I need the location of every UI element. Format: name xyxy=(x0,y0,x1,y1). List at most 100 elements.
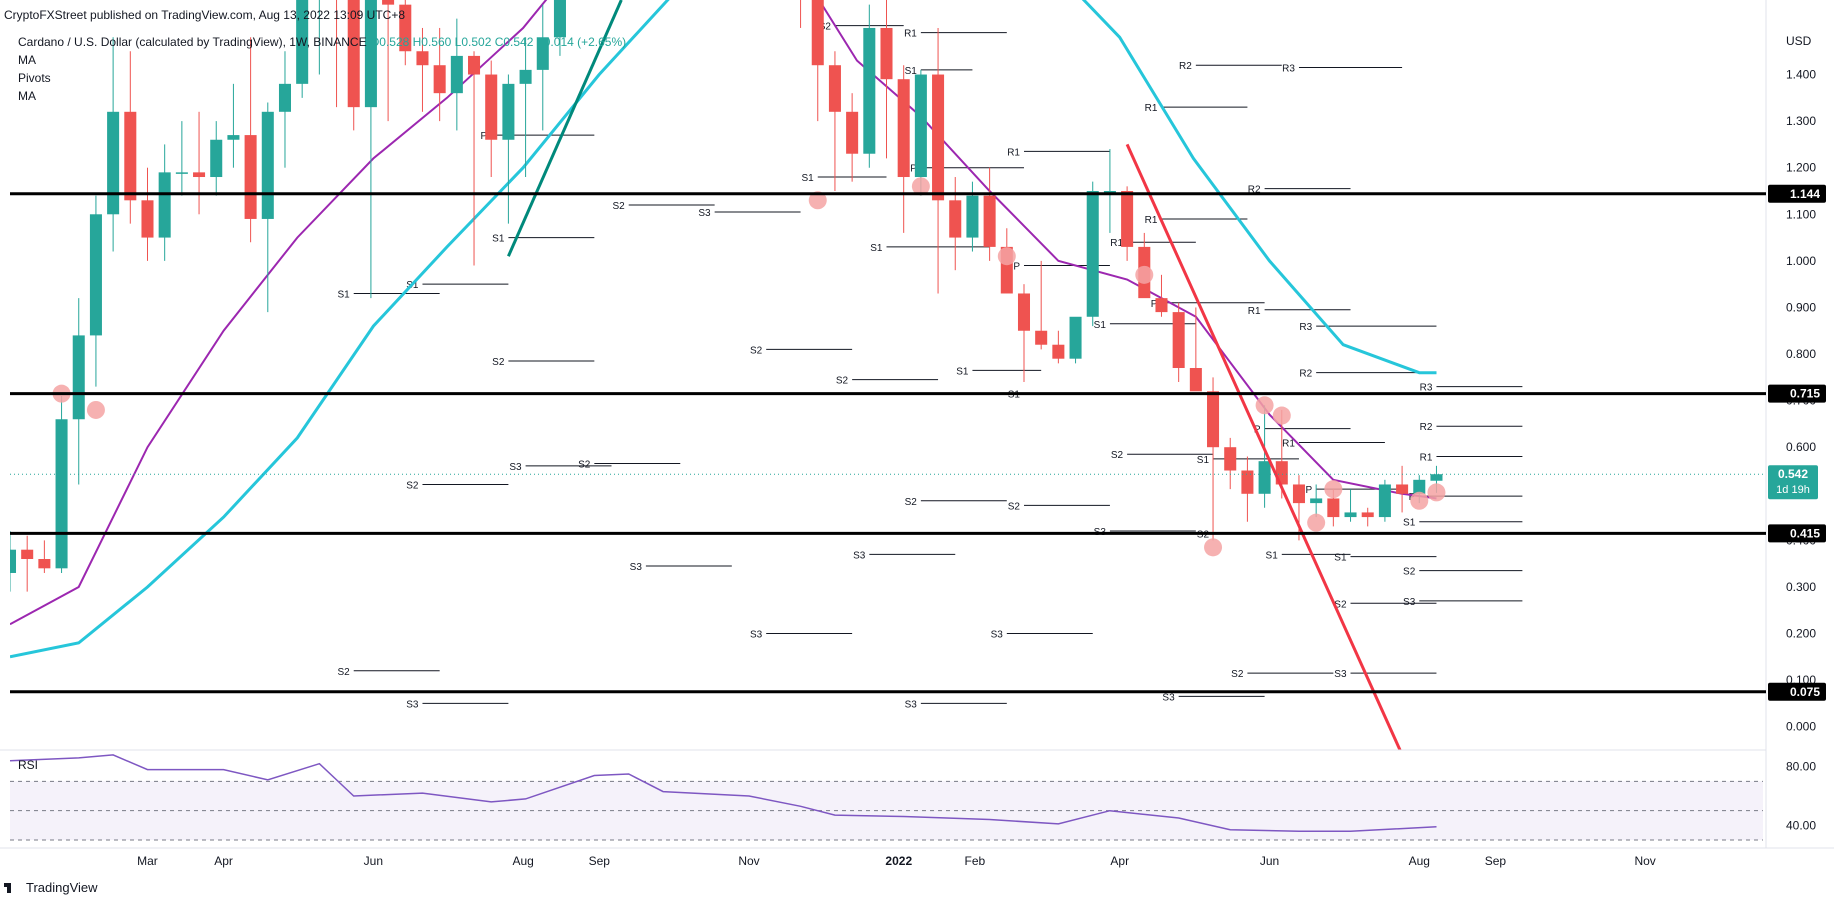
candle-body xyxy=(364,0,377,108)
candle-body xyxy=(1413,479,1426,494)
candle-body xyxy=(296,0,309,84)
legend-indicator-ma-1[interactable]: MA xyxy=(18,53,36,67)
y-tick-label: 0.200 xyxy=(1786,627,1816,641)
tradingview-brand[interactable]: TradingView xyxy=(4,880,98,895)
rsi-tick-label: 80.00 xyxy=(1786,760,1816,774)
touch-marker xyxy=(1427,483,1446,502)
legend-indicator-ma-2[interactable]: MA xyxy=(18,89,36,103)
candle xyxy=(1396,465,1409,513)
candle xyxy=(38,540,51,573)
candle xyxy=(1086,181,1099,327)
pivot-label: R1 xyxy=(904,29,917,40)
candle-body xyxy=(1172,312,1185,369)
candle-body xyxy=(244,135,257,219)
candle xyxy=(519,37,532,178)
candle-body xyxy=(382,0,395,5)
pivot-label: S2 xyxy=(1231,669,1244,680)
countdown-label: 1d 19h xyxy=(1776,484,1810,496)
pivot-label: P xyxy=(1151,299,1158,310)
touch-marker xyxy=(808,191,827,210)
candle xyxy=(296,0,309,98)
legend-indicator-pivots[interactable]: Pivots xyxy=(18,71,51,85)
pivot-label: S2 xyxy=(905,497,918,508)
candle-body xyxy=(1121,190,1134,247)
pivot-label: S3 xyxy=(406,699,419,710)
candle-body xyxy=(141,200,154,238)
candle xyxy=(1344,489,1357,522)
candle xyxy=(278,51,291,168)
candle xyxy=(141,167,154,261)
pivot-label: S3 xyxy=(509,462,522,473)
candle xyxy=(949,177,962,271)
pivot-label: S1 xyxy=(1094,320,1107,331)
candle-body xyxy=(1103,190,1116,193)
candle-body xyxy=(107,111,120,215)
candle xyxy=(1121,186,1134,261)
touch-marker xyxy=(1307,513,1326,532)
candle-body xyxy=(1396,484,1409,494)
pivot-label: S2 xyxy=(1403,567,1416,578)
pivot-label: S1 xyxy=(870,243,883,254)
candle-body xyxy=(1430,474,1443,481)
candle xyxy=(227,83,240,168)
y-tick-label: 0.300 xyxy=(1786,580,1816,594)
legend-symbol[interactable]: Cardano / U.S. Dollar (calculated by Tra… xyxy=(18,35,367,49)
last-price-badge xyxy=(1768,465,1818,500)
candle-body xyxy=(553,0,566,38)
legend-change: +0.014 (+2.65%) xyxy=(536,35,627,49)
candle xyxy=(536,4,549,131)
pivot-label: S1 xyxy=(802,173,815,184)
candle-body xyxy=(880,27,893,80)
candle-body xyxy=(519,69,532,84)
pivot-label: S2 xyxy=(750,345,763,356)
candle xyxy=(1224,437,1237,490)
publisher-header: CryptoFXStreet published on TradingView.… xyxy=(4,8,406,22)
candle-body xyxy=(914,74,927,178)
y-tick-label: 1.200 xyxy=(1786,161,1816,175)
x-tick-label: Nov xyxy=(738,854,759,868)
x-tick-label: Apr xyxy=(1110,854,1129,868)
candle xyxy=(158,144,171,261)
candle-body xyxy=(210,139,223,178)
candle xyxy=(1241,456,1254,522)
candle-body xyxy=(846,111,859,154)
pivot-label: P xyxy=(910,164,917,175)
candle-body xyxy=(433,65,446,94)
candle-body xyxy=(1189,368,1202,392)
pivot-label: S3 xyxy=(1162,692,1175,703)
candle xyxy=(89,195,102,387)
pivot-label: S3 xyxy=(1334,669,1347,680)
rsi-line xyxy=(9,754,1437,832)
pivot-label: S2 xyxy=(1334,599,1347,610)
candle xyxy=(1189,307,1202,392)
candle-body xyxy=(1052,344,1065,359)
candle xyxy=(914,69,927,196)
pivot-label: S2 xyxy=(612,201,625,212)
candle xyxy=(21,535,34,592)
x-tick-label: Feb xyxy=(965,854,986,868)
pivot-label: R1 xyxy=(1248,306,1261,317)
candle-body xyxy=(1035,330,1048,345)
y-tick-label: 1.100 xyxy=(1786,207,1816,221)
pivot-label: S1 xyxy=(905,66,918,77)
touch-marker xyxy=(1324,480,1343,499)
candle xyxy=(1069,316,1082,364)
pivot-label: S3 xyxy=(1403,597,1416,608)
key-level-badge xyxy=(1768,384,1826,403)
y-tick-label: 1.000 xyxy=(1786,254,1816,268)
pivot-label: S3 xyxy=(991,630,1004,641)
candle xyxy=(193,111,206,215)
candle xyxy=(897,65,910,233)
candle xyxy=(1155,274,1168,317)
candle xyxy=(468,51,481,266)
x-tick-label: Apr xyxy=(214,854,233,868)
touch-marker xyxy=(1255,396,1274,415)
pivot-label: R2 xyxy=(1179,61,1192,72)
pivot-label: S2 xyxy=(337,667,350,678)
candle-body xyxy=(1327,498,1340,518)
brand-text: TradingView xyxy=(26,880,98,895)
candle xyxy=(1378,479,1391,522)
candle-body xyxy=(966,195,979,238)
candle xyxy=(175,121,188,196)
